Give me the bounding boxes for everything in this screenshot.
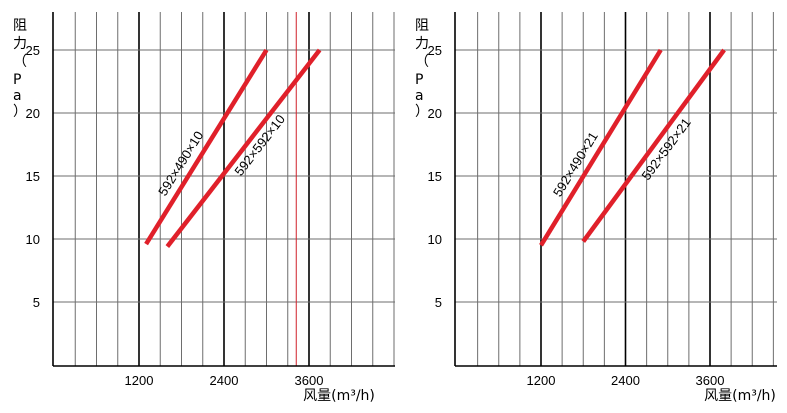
x-axis-label: 风量(m³/h)	[303, 388, 375, 404]
y-tick-label: 10	[428, 232, 442, 247]
y-tick-label: 25	[26, 43, 40, 58]
series-line-2	[165, 48, 322, 248]
x-tick-label: 1200	[125, 373, 154, 388]
x-tick-label: 3600	[696, 373, 725, 388]
y-tick-label: 20	[26, 106, 40, 121]
y-tick-label: 25	[428, 43, 442, 58]
series-line-1	[144, 48, 269, 246]
y-tick-label: 5	[33, 295, 40, 310]
series-line-2	[581, 48, 726, 243]
x-tick-label: 2400	[611, 373, 640, 388]
x-tick-label: 3600	[295, 373, 324, 388]
y-tick-label: 15	[26, 169, 40, 184]
y-tick-label: 5	[435, 295, 442, 310]
x-tick-label: 1200	[527, 373, 556, 388]
series-label-2: 592×592×10	[231, 112, 288, 179]
series-line-1	[539, 48, 663, 247]
x-axis-label: 风量(m³/h)	[704, 388, 776, 404]
y-tick-label: 15	[428, 169, 442, 184]
y-tick-label: 10	[26, 232, 40, 247]
y-tick-label: 20	[428, 106, 442, 121]
x-tick-label: 2400	[210, 373, 239, 388]
